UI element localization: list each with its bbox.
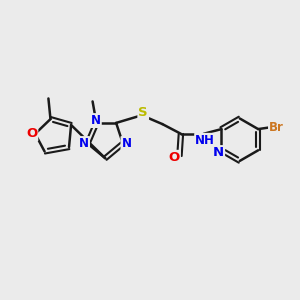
Text: N: N: [213, 146, 224, 159]
Text: O: O: [26, 127, 37, 140]
Text: N: N: [79, 137, 89, 150]
Text: N: N: [91, 114, 101, 127]
Text: O: O: [169, 151, 180, 164]
Text: S: S: [138, 106, 148, 119]
Text: NH: NH: [195, 134, 215, 147]
Text: N: N: [122, 137, 131, 150]
Text: Br: Br: [269, 121, 284, 134]
